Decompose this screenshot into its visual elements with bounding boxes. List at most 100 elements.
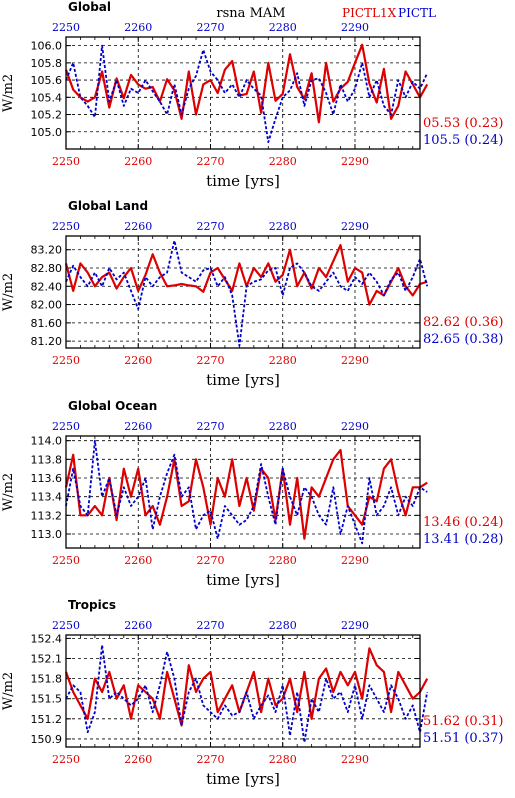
stats-blue-label: 13.41 (0.28) (423, 532, 503, 547)
y-tick-label: 82.80 (31, 262, 63, 275)
y-tick-label: 114.0 (31, 435, 63, 448)
y-tick-label: 113.4 (31, 491, 63, 504)
x-tick-label-top: 2280 (269, 21, 297, 34)
x-tick-label-top: 2280 (269, 619, 297, 632)
series-line-pictl (65, 644, 429, 744)
y-axis-label: W/m2 (1, 273, 16, 311)
x-tick-label-top: 2270 (196, 619, 224, 632)
y-tick-label: 82.40 (31, 280, 63, 293)
x-tick-label-top: 2270 (196, 420, 224, 433)
y-tick-label: 83.20 (31, 244, 63, 257)
series-line-pictl1x (64, 448, 428, 540)
y-tick-label: 152.1 (31, 652, 63, 665)
y-tick-label: 151.8 (31, 673, 63, 686)
series-line-pictl (65, 439, 428, 545)
x-tick-label-bottom: 2270 (196, 155, 224, 168)
x-tick-label-bottom: 2250 (52, 354, 80, 367)
x-tick-label-top: 2250 (52, 220, 80, 233)
y-tick-label: 105.6 (31, 74, 63, 87)
y-tick-label: 113.8 (31, 453, 63, 466)
stats-blue-label: 51.51 (0.37) (423, 731, 503, 746)
panel-title: Tropics (68, 598, 116, 612)
y-tick-label: 113.0 (31, 528, 63, 541)
x-tick-label-bottom: 2290 (341, 753, 369, 766)
plot-frame (65, 435, 421, 549)
panel-title: Global (68, 0, 111, 14)
y-tick-label: 152.4 (31, 632, 63, 645)
x-tick-label-bottom: 2270 (196, 753, 224, 766)
panel-2: Global Land 81.20 81.60 82.00 82.40 82.80 83.2… (1, 199, 503, 389)
x-tick-label-top: 2250 (52, 21, 80, 34)
x-tick-label-bottom: 2260 (124, 354, 152, 367)
x-tick-label-bottom: 2250 (52, 753, 80, 766)
x-tick-label-bottom: 2280 (269, 554, 297, 567)
y-tick-label: 151.2 (31, 713, 63, 726)
y-axis-label: W/m2 (1, 74, 16, 112)
x-tick-label-bottom: 2250 (52, 554, 80, 567)
x-tick-label-top: 2290 (341, 420, 369, 433)
stats-red-label: 51.62 (0.31) (423, 714, 503, 729)
y-tick-label: 151.5 (31, 693, 63, 706)
y-tick-label: 113.2 (31, 509, 63, 522)
x-tick-label-top: 2260 (124, 619, 152, 632)
panel-3: Global Ocean 113.0 113.2 113.4 113.6 113.8 114… (1, 399, 503, 589)
x-tick-label-bottom: 2270 (196, 354, 224, 367)
x-tick-label-bottom: 2250 (52, 155, 80, 168)
x-axis-label: time [yrs] (206, 571, 280, 589)
stats-red-label: 05.53 (0.23) (423, 116, 503, 131)
stats-blue-label: 105.5 (0.24) (423, 133, 503, 148)
plot-frame (65, 634, 421, 748)
y-tick-label: 106.0 (31, 40, 63, 53)
panel-4: Tropics150.9151.2151.5151.8152.1152.4225… (1, 598, 503, 788)
series-line-pictl (65, 44, 429, 144)
series-line-pictl1x (64, 43, 429, 124)
x-tick-label-top: 2280 (269, 220, 297, 233)
x-tick-label-top: 2290 (341, 220, 369, 233)
x-tick-label-bottom: 2260 (124, 155, 152, 168)
y-tick-label: 105.8 (31, 57, 63, 70)
x-tick-label-top: 2290 (341, 21, 369, 34)
x-tick-label-bottom: 2260 (124, 554, 152, 567)
x-tick-label-bottom: 2270 (196, 554, 224, 567)
series-line-pictl1x (64, 647, 429, 727)
stats-red-label: 13.46 (0.24) (423, 515, 503, 530)
x-tick-label-top: 2290 (341, 619, 369, 632)
stats-red-label: 82.62 (0.36) (423, 315, 503, 330)
x-tick-label-bottom: 2280 (269, 354, 297, 367)
y-tick-label: 82.00 (31, 299, 63, 312)
x-tick-label-bottom: 2280 (269, 155, 297, 168)
y-tick-label: 105.0 (31, 126, 63, 139)
x-tick-label-top: 2260 (124, 220, 152, 233)
x-axis-label: time [yrs] (206, 172, 280, 190)
x-tick-label-top: 2270 (196, 220, 224, 233)
x-tick-label-top: 2260 (124, 420, 152, 433)
x-tick-label-top: 2250 (52, 420, 80, 433)
legend-red-label: PICTL1X (342, 6, 397, 20)
panel-title: Global Land (68, 199, 148, 213)
y-axis-label: W/m2 (1, 473, 16, 511)
panel-1: Global 105.0 105.2 105.4 105.6 105.8 106.0 2250… (1, 0, 503, 190)
x-tick-label-bottom: 2290 (341, 155, 369, 168)
y-tick-label: 105.2 (31, 109, 63, 122)
y-tick-label: 81.60 (31, 317, 63, 330)
y-axis-label: W/m2 (1, 672, 16, 710)
x-axis-label: time [yrs] (206, 770, 280, 788)
x-tick-label-top: 2250 (52, 619, 80, 632)
x-tick-label-bottom: 2290 (341, 354, 369, 367)
x-tick-label-bottom: 2290 (341, 554, 369, 567)
plot-frame (65, 235, 421, 349)
x-tick-label-top: 2280 (269, 420, 297, 433)
y-tick-label: 81.20 (31, 335, 63, 348)
x-tick-label-bottom: 2260 (124, 753, 152, 766)
panel-title: Global Ocean (68, 399, 157, 413)
x-tick-label-top: 2260 (124, 21, 152, 34)
x-axis-label: time [yrs] (206, 371, 280, 389)
y-tick-label: 150.9 (31, 733, 63, 746)
series-line-pictl (65, 239, 429, 347)
legend-blue-label: PICTL (398, 6, 436, 20)
x-tick-label-bottom: 2280 (269, 753, 297, 766)
y-tick-label: 105.4 (31, 91, 63, 104)
chart-header-title: rsna MAM (216, 6, 285, 21)
plot-frame (65, 36, 421, 150)
